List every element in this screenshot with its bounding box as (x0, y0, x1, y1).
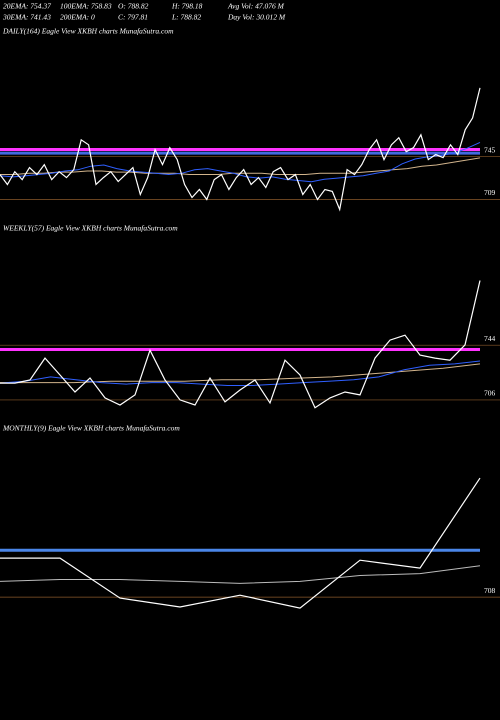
panel-title: DAILY(164) Eagle View XKBH charts Munafa… (2, 27, 174, 36)
header-stat: C: 797.81 (118, 13, 148, 22)
y-tick-label: 745 (484, 145, 496, 154)
series-line (0, 477, 481, 609)
header-stat: 100EMA: 758.83 (60, 2, 112, 11)
series-line (0, 565, 481, 584)
header-stat: Avg Vol: 47.076 M (227, 2, 285, 11)
series-line (0, 141, 481, 183)
series-line (0, 360, 481, 386)
header-stat: 200EMA: 0 (60, 13, 95, 22)
y-tick-label: 706 (484, 389, 496, 398)
header-stat: 30EMA: 741.43 (2, 13, 51, 22)
y-tick-label: 709 (484, 188, 496, 197)
header-stat: Day Vol: 30.012 M (227, 13, 286, 22)
panel-title: WEEKLY(57) Eagle View XKBH charts Munafa… (3, 224, 178, 233)
series-line (0, 363, 481, 384)
header-stat: L: 788.82 (171, 13, 201, 22)
header-stat: 20EMA: 754.37 (3, 2, 51, 11)
y-tick-label: 744 (484, 334, 496, 343)
panel-title: MONTHLY(9) Eagle View XKBH charts Munafa… (2, 424, 180, 433)
y-tick-label: 708 (484, 586, 496, 595)
series-line (0, 280, 481, 409)
series-line (0, 87, 481, 212)
header-stat: H: 798.18 (171, 2, 203, 11)
header-stat: O: 788.82 (118, 2, 149, 11)
